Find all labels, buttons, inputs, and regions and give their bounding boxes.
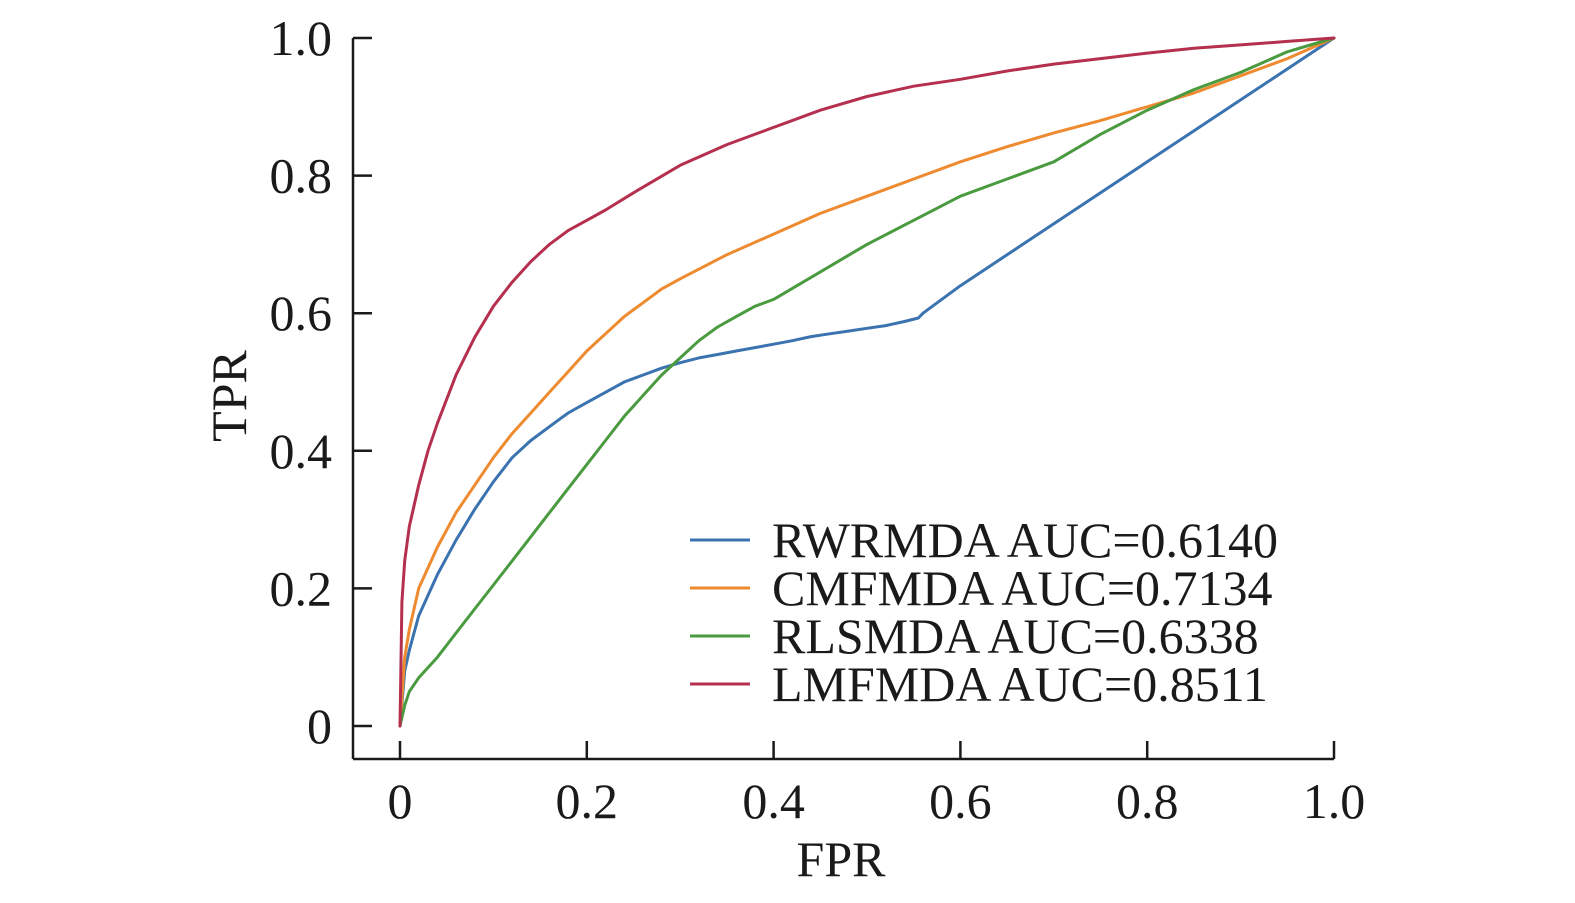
series-line-rwrmda (398, 36, 1336, 728)
y-ticks: 0 0.2 0.4 0.6 0.8 1.0 (270, 10, 372, 754)
series-lines (398, 36, 1336, 728)
axes (351, 38, 1334, 761)
legend-label: LMFMDA AUC=0.8511 (772, 656, 1268, 712)
series-line-rlsmda (398, 36, 1336, 728)
x-tick-label: 1.0 (1303, 773, 1366, 829)
y-axis-title: TPR (201, 350, 257, 442)
legend-label: CMFMDA AUC=0.7134 (772, 560, 1273, 616)
x-ticks: 0 0.2 0.4 0.6 0.8 1.0 (388, 741, 1366, 829)
x-tick-label: 0.6 (929, 773, 992, 829)
y-tick-label: 1.0 (270, 10, 333, 66)
legend-label: RWRMDA AUC=0.6140 (772, 512, 1278, 568)
y-tick-label: 0.2 (270, 560, 333, 616)
x-tick-label: 0.2 (556, 773, 619, 829)
y-tick-label: 0.6 (270, 285, 333, 341)
x-axis-title: FPR (797, 831, 887, 887)
legend-label: RLSMDA AUC=0.6338 (772, 608, 1259, 664)
y-tick-label: 0.8 (270, 148, 333, 204)
y-tick-label: 0.4 (270, 423, 333, 479)
y-tick-label: 0 (307, 698, 332, 754)
series-line-cmfmda (398, 36, 1336, 728)
x-tick-label: 0.4 (742, 773, 805, 829)
x-tick-label: 0.8 (1116, 773, 1179, 829)
x-tick-label: 0 (388, 773, 413, 829)
series-line-lmfmda (398, 36, 1336, 728)
